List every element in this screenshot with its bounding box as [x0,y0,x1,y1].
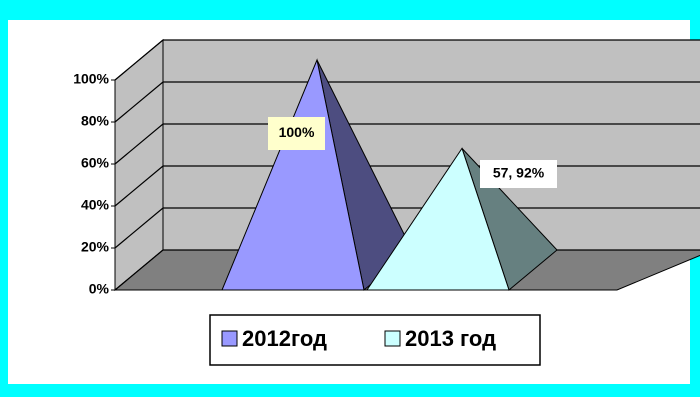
y-tick-label: 0% [89,281,110,297]
legend-label: 2012год [242,326,327,351]
grid-line [114,207,700,249]
grid-line [114,123,700,165]
data-label-box [480,160,557,188]
grid-line [114,39,700,81]
data-label-box [268,117,325,150]
grid-line [114,81,700,123]
data-label: 57, 92% [493,165,545,181]
y-tick-label: 20% [81,239,110,255]
y-tick-label: 100% [73,71,109,87]
data-label: 100% [279,124,315,140]
y-tick-label: 40% [81,197,110,213]
legend-box [209,314,541,366]
legend-marker [384,330,401,347]
pyramid-front [221,58,365,291]
legend-marker [221,330,238,347]
side-wall [114,38,164,292]
y-tick-label: 80% [81,113,110,129]
pyramid-front [366,147,510,291]
y-tick-label: 60% [81,155,110,171]
legend-label: 2013 год [405,326,496,351]
